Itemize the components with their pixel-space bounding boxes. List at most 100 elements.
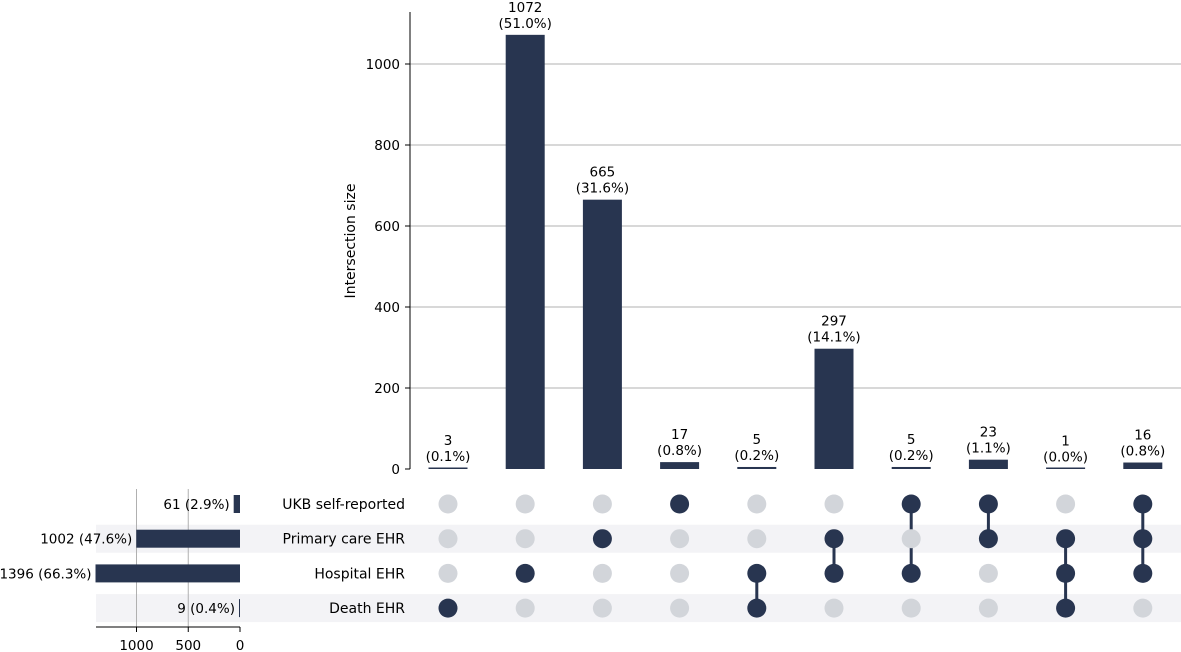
- set-name-labels: UKB self-reported Primary care EHR Hospita…: [282, 497, 405, 617]
- intersection-bars: [428, 34, 1163, 470]
- matrix-dot-active: [670, 494, 690, 514]
- bar-count-label: 5: [753, 432, 762, 448]
- set-size-tick-label: 1000: [119, 638, 153, 652]
- matrix-dot-active: [592, 529, 612, 549]
- matrix-dot-inactive: [747, 529, 767, 549]
- matrix-dot-inactive: [515, 494, 535, 514]
- intersection-bar: [814, 348, 854, 469]
- matrix-dot-inactive: [670, 598, 690, 618]
- y-tick-label: 400: [374, 300, 400, 316]
- row-stripe: [96, 524, 1181, 553]
- set-size-bar: [233, 495, 240, 513]
- matrix-dot-active: [747, 563, 767, 583]
- y-tick-label: 0: [391, 462, 400, 478]
- matrix-dot-inactive: [824, 598, 844, 618]
- matrix-dot-active: [1056, 563, 1076, 583]
- y-tick-label: 600: [374, 219, 400, 235]
- intersection-bar: [428, 467, 468, 469]
- y-tick-label: 200: [374, 381, 400, 397]
- bar-count-label: 1072: [508, 0, 542, 16]
- bar-count-label: 1: [1061, 434, 1070, 450]
- set-size-tick-label: 500: [175, 638, 201, 652]
- set-name-label: Hospital EHR: [314, 566, 405, 582]
- set-size-label: 61 (2.9%): [163, 497, 229, 513]
- matrix-dot-inactive: [438, 494, 458, 514]
- set-name-label: Primary care EHR: [283, 532, 406, 548]
- bar-count-label: 665: [590, 165, 616, 181]
- matrix-dot-active: [824, 529, 844, 549]
- bar-percent-label: (0.1%): [426, 449, 471, 465]
- set-name-label: UKB self-reported: [282, 497, 405, 513]
- matrix-dot-inactive: [901, 529, 921, 549]
- bar-percent-label: (31.6%): [576, 181, 629, 197]
- bar-count-label: 5: [907, 432, 916, 448]
- matrix-dot-inactive: [824, 494, 844, 514]
- matrix-dot-inactive: [670, 563, 690, 583]
- row-stripes: [96, 524, 1181, 623]
- matrix-dot-inactive: [592, 494, 612, 514]
- intersection-bar: [737, 466, 777, 469]
- matrix-dot-active: [438, 598, 458, 618]
- bar-count-label: 17: [671, 427, 688, 443]
- y-tick-label: 800: [374, 138, 400, 154]
- matrix-dot-inactive: [1056, 494, 1076, 514]
- set-size-bar: [95, 564, 240, 583]
- bar-percent-label: (0.2%): [734, 448, 779, 464]
- set-size-label: 1002 (47.6%): [40, 532, 132, 548]
- matrix-dot-inactive: [592, 563, 612, 583]
- bar-count-label: 297: [821, 314, 847, 330]
- set-name-label: Death EHR: [329, 601, 405, 617]
- intersection-bar: [1046, 467, 1086, 469]
- y-axis-label: Intersection size: [343, 184, 359, 299]
- matrix-dot-inactive: [438, 529, 458, 549]
- set-size-label: 1396 (66.3%): [0, 566, 92, 582]
- intersection-bar: [660, 462, 700, 469]
- intersection-bar: [1123, 462, 1163, 469]
- matrix-dot-inactive: [592, 598, 612, 618]
- matrix-dot-active: [901, 563, 921, 583]
- matrix-dot-inactive: [515, 529, 535, 549]
- bar-percent-label: (51.0%): [498, 16, 551, 32]
- matrix-dot-active: [515, 563, 535, 583]
- matrix-dot-inactive: [1133, 598, 1153, 618]
- bar-percent-label: (14.1%): [807, 330, 860, 346]
- matrix-dot-inactive: [747, 494, 767, 514]
- matrix-dot-inactive: [901, 598, 921, 618]
- set-size-bar: [136, 529, 240, 548]
- matrix-dot-inactive: [978, 563, 998, 583]
- matrix-dot-active: [1056, 598, 1076, 618]
- bar-count-label: 16: [1134, 428, 1151, 444]
- bar-count-label: 3: [444, 433, 453, 449]
- membership-matrix: [438, 494, 1153, 618]
- set-size-label: 9 (0.4%): [177, 601, 235, 617]
- matrix-dot-active: [978, 529, 998, 549]
- matrix-dot-inactive: [515, 598, 535, 618]
- matrix-dot-active: [1133, 529, 1153, 549]
- set-size-chart: 1000 500 0 61 (2.9%) 1002 (47.6%) 1396 (66.3%…: [0, 489, 244, 652]
- matrix-dot-inactive: [438, 563, 458, 583]
- intersection-bar: [968, 459, 1008, 469]
- bar-percent-label: (0.8%): [657, 443, 702, 459]
- set-size-tick-label: 0: [236, 638, 245, 652]
- bar-percent-label: (0.0%): [1043, 450, 1088, 466]
- y-tick-label: 1000: [366, 57, 400, 73]
- set-size-bar: [239, 599, 240, 618]
- bar-percent-label: (0.2%): [889, 448, 934, 464]
- matrix-dot-inactive: [670, 529, 690, 549]
- matrix-dot-inactive: [978, 598, 998, 618]
- matrix-dot-active: [747, 598, 767, 618]
- matrix-dot-active: [978, 494, 998, 514]
- intersection-bar: [582, 199, 622, 470]
- bar-percent-label: (0.8%): [1120, 444, 1165, 460]
- row-stripe: [96, 594, 1181, 623]
- intersection-bar: [891, 466, 931, 469]
- bar-count-label: 23: [980, 425, 997, 441]
- matrix-dot-active: [1133, 563, 1153, 583]
- y-axis: 0 200 400 600 800 1000: [366, 12, 411, 478]
- bar-percent-label: (1.1%): [966, 441, 1011, 457]
- matrix-dot-active: [1133, 494, 1153, 514]
- matrix-dot-active: [901, 494, 921, 514]
- matrix-dot-active: [1056, 529, 1076, 549]
- intersection-bar-labels: 3(0.1%)1072(51.0%)665(31.6%)17(0.8%)5(0.…: [426, 0, 1166, 466]
